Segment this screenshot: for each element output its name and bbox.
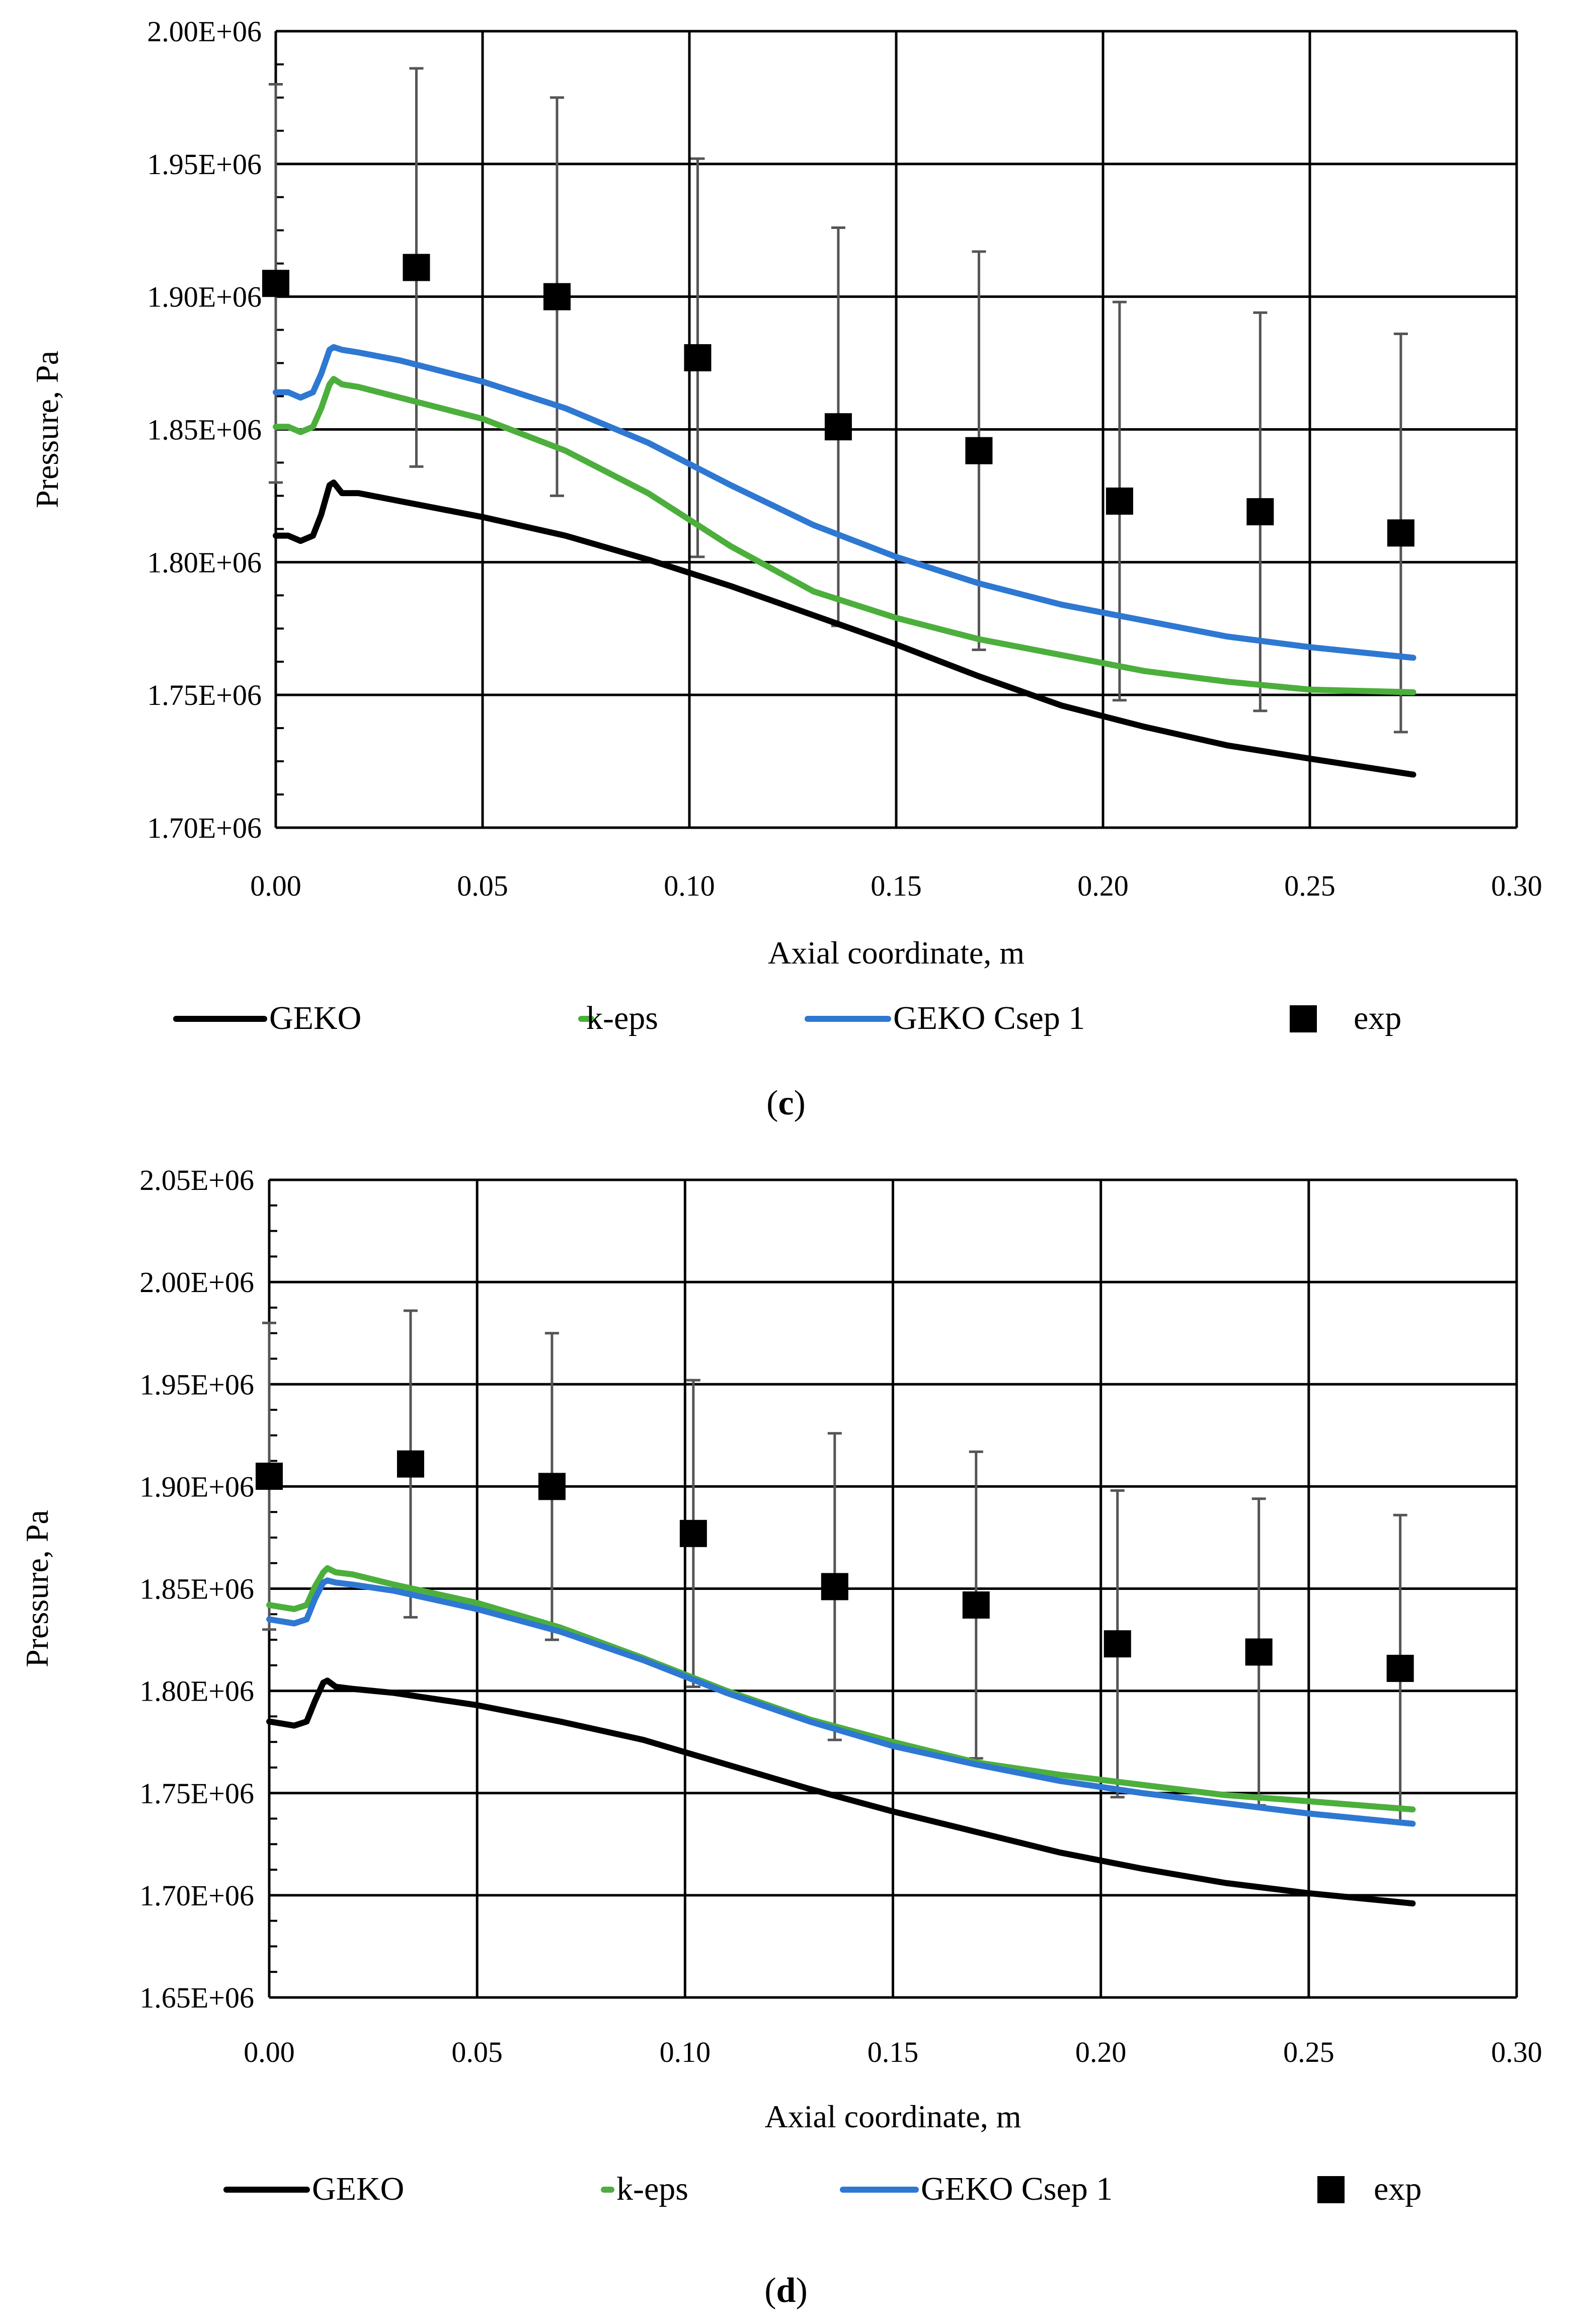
exp-data-point xyxy=(262,270,289,297)
y-tick-label: 1.80E+06 xyxy=(139,1675,254,1708)
exp-data-point xyxy=(821,1573,848,1600)
series-line-geko-csep-1 xyxy=(266,1577,1416,1827)
x-tick-label: 0.10 xyxy=(660,2036,711,2068)
y-tick-label: 1.75E+06 xyxy=(147,679,262,711)
y-tick-label: 1.90E+06 xyxy=(147,281,262,313)
exp-data-point xyxy=(543,283,571,310)
y-tick-label: 1.80E+06 xyxy=(147,546,262,579)
exp-data-point xyxy=(256,1463,283,1490)
exp-data-point xyxy=(684,344,712,372)
x-tick-label: 0.20 xyxy=(1075,2036,1127,2068)
y-tick-label: 2.00E+06 xyxy=(139,1266,254,1299)
x-tick-label: 0.00 xyxy=(244,2036,295,2068)
exp-data-point xyxy=(397,1450,424,1478)
caption-c: (c) xyxy=(766,1084,806,1123)
exp-data-point xyxy=(1106,487,1133,515)
y-tick-label: 1.70E+06 xyxy=(139,1879,254,1912)
exp-data-point xyxy=(679,1519,707,1547)
y-tick-label: 1.85E+06 xyxy=(139,1573,254,1606)
legend-label: exp xyxy=(1374,2171,1422,2207)
x-tick-label: 0.05 xyxy=(457,869,508,902)
y-axis-label: Pressure, Pa xyxy=(29,351,65,508)
legend-label: GEKO Csep 1 xyxy=(921,2171,1113,2207)
y-tick-label: 2.05E+06 xyxy=(139,1164,254,1196)
y-tick-label: 1.65E+06 xyxy=(139,1981,254,2014)
x-tick-label: 0.05 xyxy=(451,2036,503,2068)
exp-data-point xyxy=(538,1473,566,1500)
y-tick-label: 1.70E+06 xyxy=(147,812,262,844)
x-axis-label: Axial coordinate, m xyxy=(764,2099,1021,2134)
y-axis-label: Pressure, Pa xyxy=(19,1510,55,1667)
x-tick-label: 0.00 xyxy=(250,869,301,902)
x-tick-label: 0.15 xyxy=(871,869,922,902)
exp-data-point xyxy=(1104,1630,1131,1658)
legend-label: GEKO Csep 1 xyxy=(893,1000,1085,1036)
legend-label: exp xyxy=(1354,1000,1401,1036)
series-line-geko xyxy=(273,479,1417,778)
exp-data-point xyxy=(965,437,993,464)
x-axis-label: Axial coordinate, m xyxy=(768,935,1025,971)
legend-label: k-eps xyxy=(616,2171,688,2207)
caption-c-letter: c xyxy=(778,1084,794,1123)
y-tick-label: 2.00E+06 xyxy=(147,15,262,48)
caption-d-letter: d xyxy=(776,2271,796,2310)
y-tick-label: 1.75E+06 xyxy=(139,1777,254,1810)
x-tick-label: 0.25 xyxy=(1284,869,1335,902)
exp-data-point xyxy=(1246,498,1274,526)
y-tick-label: 1.85E+06 xyxy=(147,414,262,446)
exp-data-point xyxy=(403,254,430,281)
x-tick-label: 0.15 xyxy=(868,2036,919,2068)
caption-d: (d) xyxy=(764,2271,808,2310)
legend-swatch-marker xyxy=(1290,1005,1317,1032)
legend-label: GEKO xyxy=(312,2171,404,2207)
x-tick-label: 0.10 xyxy=(664,869,715,902)
exp-data-point xyxy=(962,1591,990,1619)
exp-data-point xyxy=(1387,519,1414,547)
y-tick-label: 1.95E+06 xyxy=(147,148,262,181)
legend-label: k-eps xyxy=(586,1000,658,1036)
legend-label: GEKO xyxy=(269,1000,361,1036)
x-tick-label: 0.20 xyxy=(1077,869,1129,902)
series-line-k-eps xyxy=(266,1565,1416,1813)
exp-data-point xyxy=(1245,1638,1273,1666)
chart-panel-c: 1.70E+06 1.75E+06 1.80E+06 1.85E+06 1.90E+06… xyxy=(29,15,1542,1036)
y-tick-label: 1.95E+06 xyxy=(139,1368,254,1401)
legend-swatch-marker xyxy=(1317,2176,1345,2203)
exp-data-point xyxy=(824,413,852,441)
series-line-geko-csep-1 xyxy=(273,344,1417,661)
series-line-k-eps xyxy=(273,376,1417,695)
exp-data-point xyxy=(1386,1654,1414,1682)
y-tick-label: 1.90E+06 xyxy=(139,1470,254,1503)
x-tick-label: 0.25 xyxy=(1283,2036,1334,2068)
series-line-geko xyxy=(266,1677,1416,1907)
x-tick-label: 0.30 xyxy=(1491,2036,1542,2068)
x-tick-label: 0.30 xyxy=(1491,869,1542,902)
chart-panel-d: 1.65E+06 1.70E+06 1.75E+06 1.80E+06 1.85E+06… xyxy=(19,1164,1542,2207)
